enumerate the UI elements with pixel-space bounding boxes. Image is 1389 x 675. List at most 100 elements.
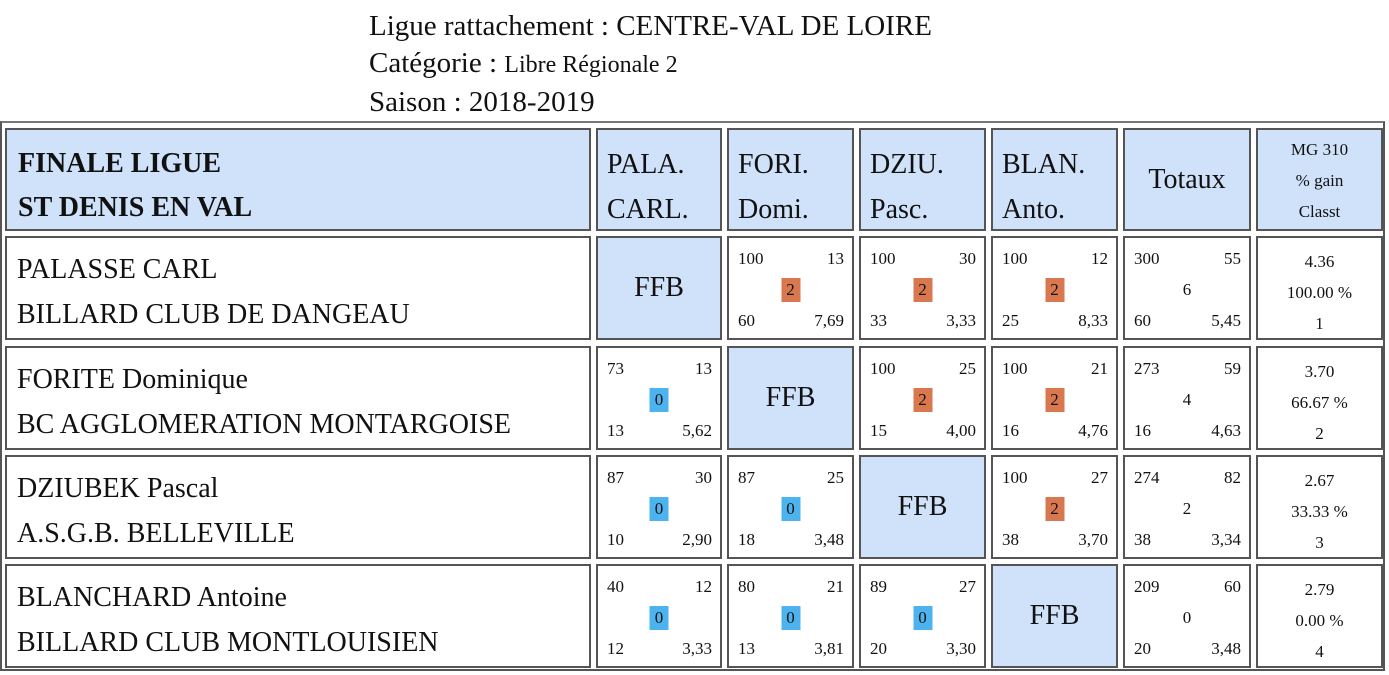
column-header-dziu: DZIU. Pasc.: [859, 128, 986, 231]
column-header-line2: Anto.: [1002, 194, 1065, 225]
column-header-line2: Domi.: [738, 194, 809, 225]
mg-value: 4.36: [1304, 252, 1335, 271]
total-serie: 38: [1134, 530, 1151, 549]
column-header-mg: MG 310 % gain Classt: [1256, 128, 1383, 231]
ffb-cell: FFB: [596, 236, 722, 340]
total-points: 209: [1134, 577, 1160, 596]
categorie-label: Catégorie :: [369, 47, 498, 79]
match-reprises: 30: [695, 468, 712, 487]
match-result-badge: 0: [913, 606, 932, 630]
match-cell: 87 30 0 10 2,90: [596, 455, 722, 559]
table-title-cell: FINALE LIGUE ST DENIS EN VAL: [5, 128, 591, 231]
match-reprises: 13: [695, 359, 712, 378]
column-header-fori: FORI. Domi.: [727, 128, 854, 231]
ffb-cell: FFB: [727, 346, 854, 450]
match-result-badge: 0: [649, 388, 669, 412]
player-cell: DZIUBEK Pascal A.S.G.B. BELLEVILLE: [5, 455, 591, 559]
total-match-points: 0: [1182, 608, 1192, 627]
player-cell: PALASSE CARL BILLARD CLUB DE DANGEAU: [5, 236, 591, 340]
column-header-pala: PALA. CARL.: [596, 128, 722, 231]
match-cell: 89 27 0 20 3,30: [859, 564, 986, 668]
match-moyenne: 8,33: [1078, 311, 1108, 330]
competition-venue: ST DENIS EN VAL: [18, 192, 253, 223]
match-cell: 87 25 0 18 3,48: [727, 455, 854, 559]
ligue-value: CENTRE-VAL DE LOIRE: [616, 10, 932, 42]
total-moyenne: 5,45: [1211, 311, 1241, 330]
mg-cell: 2.79 0.00 % 4: [1256, 564, 1383, 668]
total-points: 274: [1134, 468, 1160, 487]
match-points: 89: [870, 577, 887, 596]
match-cell: 100 27 2 38 3,70: [991, 455, 1118, 559]
ligue-line: Ligue rattachement : CENTRE-VAL DE LOIRE: [369, 8, 932, 45]
mg-cell: 2.67 33.33 % 3: [1256, 455, 1383, 559]
column-header-blan: BLAN. Anto.: [991, 128, 1118, 231]
match-moyenne: 3,81: [814, 639, 844, 658]
total-serie: 20: [1134, 639, 1151, 658]
rank-value: 3: [1315, 533, 1324, 552]
results-table: [0, 121, 1385, 671]
ffb-cell: FFB: [859, 455, 986, 559]
player-cell: FORITE Dominique BC AGGLOMERATION MONTAR…: [5, 346, 591, 450]
rank-header-line: Classt: [1298, 202, 1341, 221]
mg-value: 2.67: [1304, 471, 1335, 490]
match-result-badge: 0: [649, 497, 669, 521]
match-serie: 18: [738, 530, 755, 549]
match-reprises: 12: [1091, 249, 1108, 268]
total-serie: 16: [1134, 421, 1151, 440]
match-points: 100: [870, 249, 896, 268]
player-club: A.S.G.B. BELLEVILLE: [17, 518, 295, 549]
match-moyenne: 3,30: [946, 639, 976, 658]
match-cell: 40 12 0 12 3,33: [596, 564, 722, 668]
saison-value: 2018-2019: [468, 86, 595, 118]
pct-gain: 66.67 %: [1291, 393, 1348, 412]
match-points: 40: [607, 577, 624, 596]
player-club: BILLARD CLUB MONTLOUISIEN: [17, 627, 439, 658]
match-reprises: 21: [1091, 359, 1108, 378]
match-result-badge: 2: [781, 278, 800, 302]
match-serie: 60: [738, 311, 755, 330]
total-points: 300: [1134, 249, 1160, 268]
pct-gain: 33.33 %: [1291, 502, 1348, 521]
player-name: BLANCHARD Antoine: [17, 582, 287, 613]
totals-cell: 274 82 2 38 3,34: [1123, 455, 1251, 559]
match-serie: 25: [1002, 311, 1019, 330]
match-result-badge: 0: [781, 497, 800, 521]
match-reprises: 25: [827, 468, 844, 487]
match-moyenne: 4,76: [1078, 421, 1108, 440]
match-moyenne: 3,70: [1078, 530, 1108, 549]
match-moyenne: 2,90: [682, 530, 712, 549]
player-club: BILLARD CLUB DE DANGEAU: [17, 299, 410, 330]
rank-value: 4: [1315, 642, 1324, 661]
pct-gain: 100.00 %: [1286, 283, 1353, 302]
mg-header-line: MG 310: [1290, 140, 1349, 159]
total-moyenne: 4,63: [1211, 421, 1241, 440]
rank-value: 1: [1315, 314, 1324, 333]
saison-label: Saison :: [369, 86, 462, 118]
match-points: 73: [607, 359, 624, 378]
total-moyenne: 3,48: [1211, 639, 1241, 658]
match-points: 100: [738, 249, 764, 268]
mg-cell: 4.36 100.00 % 1: [1256, 236, 1383, 340]
match-reprises: 13: [827, 249, 844, 268]
column-header-line2: CARL.: [607, 194, 689, 225]
match-cell: 100 13 2 60 7,69: [727, 236, 854, 340]
categorie-value: Libre Régionale 2: [504, 52, 678, 78]
match-moyenne: 3,33: [946, 311, 976, 330]
totals-cell: 209 60 0 20 3,48: [1123, 564, 1251, 668]
match-reprises: 12: [695, 577, 712, 596]
player-club: BC AGGLOMERATION MONTARGOISE: [17, 409, 511, 440]
match-result-badge: 2: [1045, 278, 1064, 302]
match-serie: 15: [870, 421, 887, 440]
match-moyenne: 3,48: [814, 530, 844, 549]
match-cell: 100 30 2 33 3,33: [859, 236, 986, 340]
total-reprises: 55: [1224, 249, 1241, 268]
saison-line: Saison : 2018-2019: [369, 84, 932, 121]
column-header-line1: FORI.: [738, 149, 809, 180]
match-result-badge: 2: [1045, 497, 1064, 521]
match-result-badge: 0: [781, 606, 800, 630]
ligue-label: Ligue rattachement :: [369, 10, 609, 42]
total-points: 273: [1134, 359, 1160, 378]
match-moyenne: 5,62: [682, 421, 712, 440]
player-name: FORITE Dominique: [17, 364, 248, 395]
match-serie: 16: [1002, 421, 1019, 440]
